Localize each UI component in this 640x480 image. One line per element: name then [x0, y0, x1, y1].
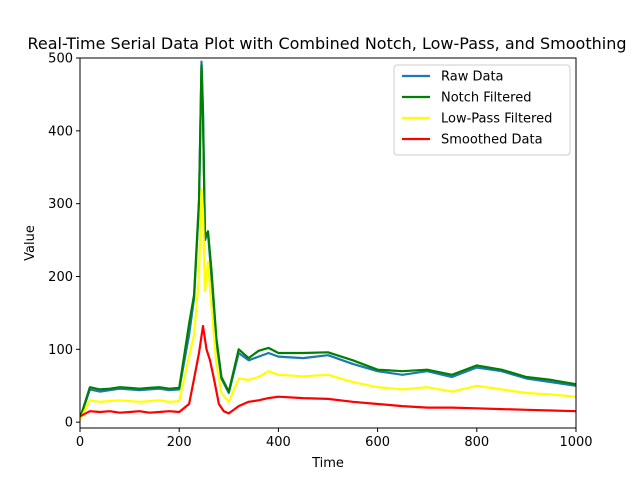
legend-box	[393, 64, 571, 156]
y-tick-label: 400	[48, 124, 73, 139]
y-tick-label: 300	[48, 197, 73, 212]
x-tick-label: 600	[365, 435, 390, 450]
x-tick-label: 0	[76, 435, 84, 450]
x-tick-label: 200	[167, 435, 192, 450]
x-tick-label: 800	[464, 435, 489, 450]
y-axis-label: Value	[23, 225, 38, 261]
legend-label-raw-data: Raw Data	[441, 70, 504, 85]
series-line-notch-filtered	[80, 64, 576, 419]
plot-area	[79, 57, 577, 429]
plot-frame	[79, 57, 577, 429]
legend-label-low-pass-filtered: Low-Pass Filtered	[441, 112, 552, 127]
y-tick-label: 100	[48, 343, 73, 358]
x-axis: 0 200 400 600 800 1000	[76, 428, 593, 450]
y-tick-label: 500	[48, 52, 73, 67]
series-line-low-pass-filtered	[80, 188, 576, 421]
chart-title: Real-Time Serial Data Plot with Combined…	[28, 34, 627, 53]
x-axis-label: Time	[311, 456, 344, 471]
legend: Raw Data Notch Filtered Low-Pass Filtered S…	[393, 64, 571, 156]
y-axis: 0 100 200 300 400 500	[48, 52, 80, 431]
legend-label-smoothed-data: Smoothed Data	[441, 133, 543, 148]
y-tick-label: 200	[48, 270, 73, 285]
y-tick-label: 0	[65, 416, 73, 431]
x-tick-label: 1000	[559, 435, 592, 450]
series-line-smoothed-data	[80, 324, 576, 418]
series-layer	[80, 60, 576, 421]
legend-label-notch-filtered: Notch Filtered	[441, 91, 531, 106]
x-tick-label: 400	[266, 435, 291, 450]
